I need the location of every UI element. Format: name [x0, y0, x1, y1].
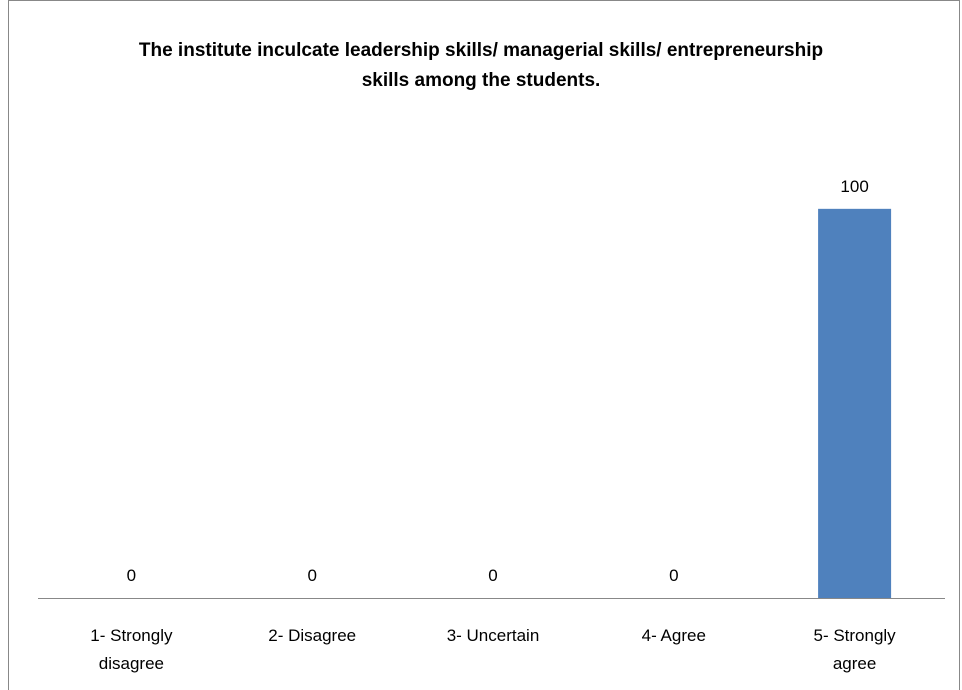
- data-label: 0: [488, 566, 498, 585]
- data-label: 0: [126, 566, 137, 585]
- bar: [818, 208, 892, 599]
- data-label: 100: [840, 176, 869, 196]
- chart-border: [8, 0, 960, 690]
- x-tick-label: 4- Agree: [641, 626, 706, 645]
- x-tick-label: 5- Strongly agree: [813, 626, 896, 673]
- x-tick-label: 1- Strongly disagree: [90, 626, 173, 673]
- data-label: 0: [307, 566, 317, 585]
- x-tick-label: 2- Disagree: [268, 626, 357, 645]
- x-tick-label: 3- Uncertain: [446, 626, 540, 645]
- data-label: 0: [669, 566, 679, 585]
- chart-title: The institute inculcate leadership skill…: [138, 40, 824, 91]
